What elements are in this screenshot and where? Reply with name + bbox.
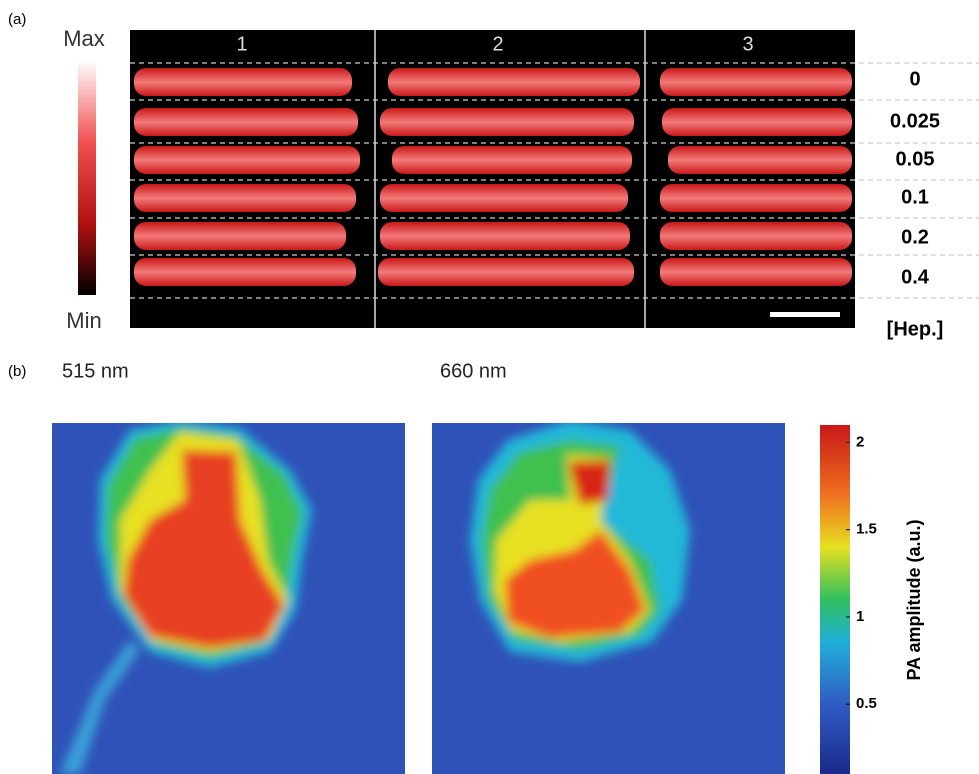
colorbar-max: Max [63, 26, 105, 51]
nanorod [134, 184, 356, 212]
nanorod [378, 258, 634, 286]
nanorod [668, 146, 852, 174]
nanorod [134, 222, 346, 250]
nanorod [380, 184, 628, 212]
column-label: 2 [492, 33, 503, 55]
row-label: 0 [909, 68, 920, 90]
nanorod [134, 258, 356, 286]
nanorod [134, 108, 358, 136]
image-title: 660 nm [440, 360, 507, 382]
column-label: 3 [742, 33, 753, 55]
nanorod [392, 146, 632, 174]
nanorod [660, 68, 852, 96]
image-title: 515 nm [62, 360, 129, 382]
colorbar-min: Min [66, 308, 101, 333]
tick-label: 0.5 [856, 695, 877, 712]
colorbar-ticks: 0.5 1 1.5 2 [846, 433, 877, 712]
row-title: [Hep.] [887, 318, 944, 340]
scale-bar [770, 312, 840, 317]
nanorod [380, 222, 630, 250]
figure: (a) Max Min (b) 515 nm 660 nm 0.5 1 1.5 2 P… [0, 0, 979, 774]
tick-label: 2 [856, 433, 864, 450]
nanorod [380, 108, 634, 136]
tick-label: 1 [856, 608, 864, 625]
row-label: 0.025 [890, 110, 940, 132]
column-label: 1 [236, 33, 247, 55]
nanorod [388, 68, 640, 96]
nanorod [134, 68, 352, 96]
colorbar [820, 425, 850, 774]
nanorod [662, 108, 852, 136]
nanorod [660, 258, 852, 286]
nanorod [660, 222, 852, 250]
pa-image [432, 420, 785, 774]
tick-label: 1.5 [856, 521, 877, 538]
row-label: 0.2 [901, 226, 929, 248]
colorbar [78, 60, 96, 295]
row-label: 0.1 [901, 186, 929, 208]
panel-label: (a) [8, 11, 26, 28]
row-label: 0.05 [896, 148, 935, 170]
panel-label: (b) [8, 363, 26, 380]
nanorod [134, 146, 360, 174]
nanorod [660, 184, 852, 212]
colorbar-title: PA amplitude (a.u.) [904, 519, 924, 680]
pa-image [52, 420, 405, 774]
row-label: 0.4 [901, 266, 930, 288]
